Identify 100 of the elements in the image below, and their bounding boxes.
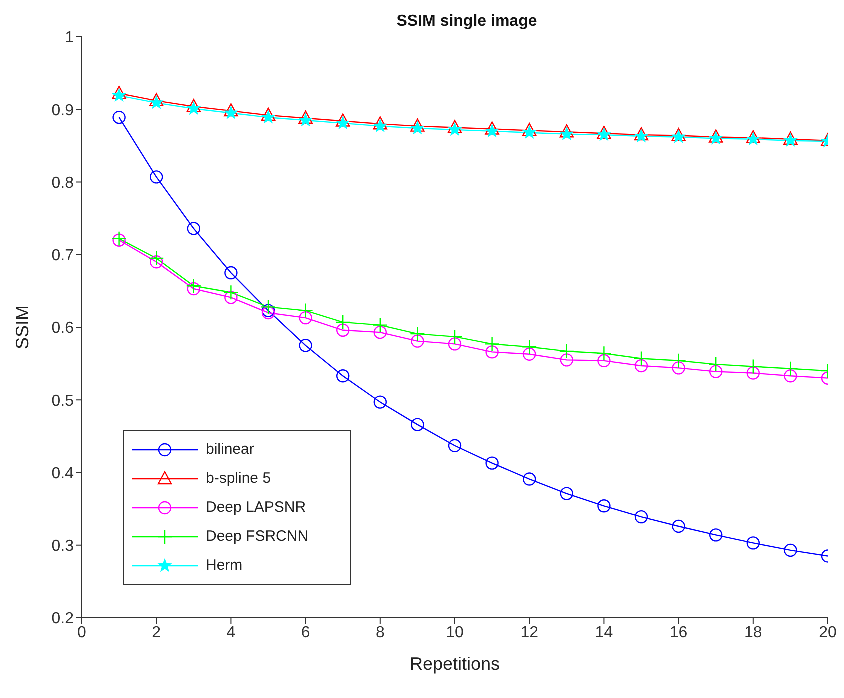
- point: [336, 114, 350, 127]
- point: [411, 418, 424, 432]
- legend-label: b-spline 5: [206, 470, 272, 487]
- point: [187, 222, 200, 236]
- point: [150, 170, 164, 184]
- point: [672, 362, 686, 375]
- point: [298, 110, 313, 124]
- point: [448, 123, 462, 136]
- point: [372, 318, 388, 333]
- point: [559, 344, 574, 360]
- point: [373, 116, 388, 130]
- point: [224, 266, 238, 280]
- point: [187, 102, 200, 115]
- point: [598, 354, 611, 368]
- point: [298, 303, 314, 318]
- y-tick-label: 0.3: [52, 538, 74, 556]
- legend-label: bilinear: [206, 441, 254, 458]
- point: [150, 96, 164, 109]
- point: [634, 510, 648, 524]
- point: [746, 359, 761, 374]
- x-axis-title: Repetitions: [410, 654, 500, 674]
- x-tick-label: 2: [152, 624, 162, 642]
- point: [448, 439, 462, 452]
- point: [522, 340, 538, 355]
- y-tick-label: 0.5: [52, 392, 74, 410]
- point: [560, 487, 574, 500]
- x-tick-label: 8: [376, 624, 385, 642]
- point: [224, 285, 239, 300]
- y-tick-label: 0.9: [52, 102, 74, 120]
- y-tick-label: 0.7: [52, 248, 74, 265]
- point: [447, 329, 463, 345]
- point: [596, 346, 612, 362]
- point: [448, 120, 462, 134]
- chart-title: SSIM single image: [396, 13, 538, 30]
- point: [485, 122, 500, 135]
- point: [224, 291, 238, 304]
- point: [746, 536, 760, 550]
- x-tick-label: 10: [446, 624, 464, 642]
- point: [560, 354, 574, 367]
- point: [784, 370, 798, 383]
- x-tick-label: 14: [595, 624, 614, 642]
- point: [336, 116, 350, 130]
- y-tick-label: 0.6: [52, 320, 74, 338]
- point: [149, 250, 164, 266]
- y-axis-title: SSIM: [12, 305, 32, 350]
- point: [186, 278, 202, 294]
- point: [783, 361, 798, 376]
- point: [374, 396, 387, 409]
- point: [746, 366, 760, 380]
- point: [598, 500, 611, 513]
- point: [634, 351, 650, 366]
- point: [486, 456, 499, 470]
- point: [336, 370, 350, 383]
- point: [336, 324, 350, 338]
- point: [261, 108, 276, 122]
- point: [336, 314, 351, 330]
- point: [746, 132, 760, 146]
- point: [523, 472, 536, 486]
- point: [598, 128, 611, 141]
- point: [523, 126, 536, 139]
- point: [299, 114, 312, 126]
- point: [187, 282, 200, 296]
- point: [299, 339, 312, 352]
- point: [299, 311, 312, 325]
- legend-label: Herm: [206, 557, 243, 574]
- point: [522, 123, 537, 136]
- point: [672, 520, 686, 534]
- legend-label: Deep FSRCNN: [206, 528, 309, 545]
- point: [560, 124, 574, 138]
- x-tick-label: 20: [819, 624, 837, 642]
- x-tick-label: 6: [301, 624, 310, 642]
- point: [410, 118, 425, 132]
- x-tick-label: 18: [744, 624, 762, 642]
- point: [260, 300, 276, 315]
- legend-label: Deep LAPSNR: [206, 499, 306, 516]
- point: [710, 528, 723, 542]
- point: [486, 124, 499, 138]
- point: [186, 99, 201, 112]
- point: [710, 365, 723, 378]
- point: [411, 122, 424, 134]
- point: [374, 119, 387, 132]
- y-tick-label: 0.8: [52, 174, 74, 192]
- point: [262, 306, 276, 320]
- point: [523, 348, 536, 361]
- point: [410, 326, 426, 342]
- point: [784, 544, 798, 558]
- point: [112, 86, 126, 100]
- point: [224, 106, 238, 119]
- point: [448, 338, 462, 351]
- point: [671, 353, 686, 369]
- point: [262, 304, 276, 318]
- x-tick-label: 4: [226, 624, 236, 642]
- point: [374, 326, 387, 340]
- point: [708, 356, 724, 372]
- point: [150, 256, 164, 269]
- point: [484, 336, 500, 352]
- x-tick-label: 12: [520, 624, 539, 642]
- point: [411, 334, 424, 348]
- point: [224, 103, 238, 117]
- point: [634, 359, 648, 373]
